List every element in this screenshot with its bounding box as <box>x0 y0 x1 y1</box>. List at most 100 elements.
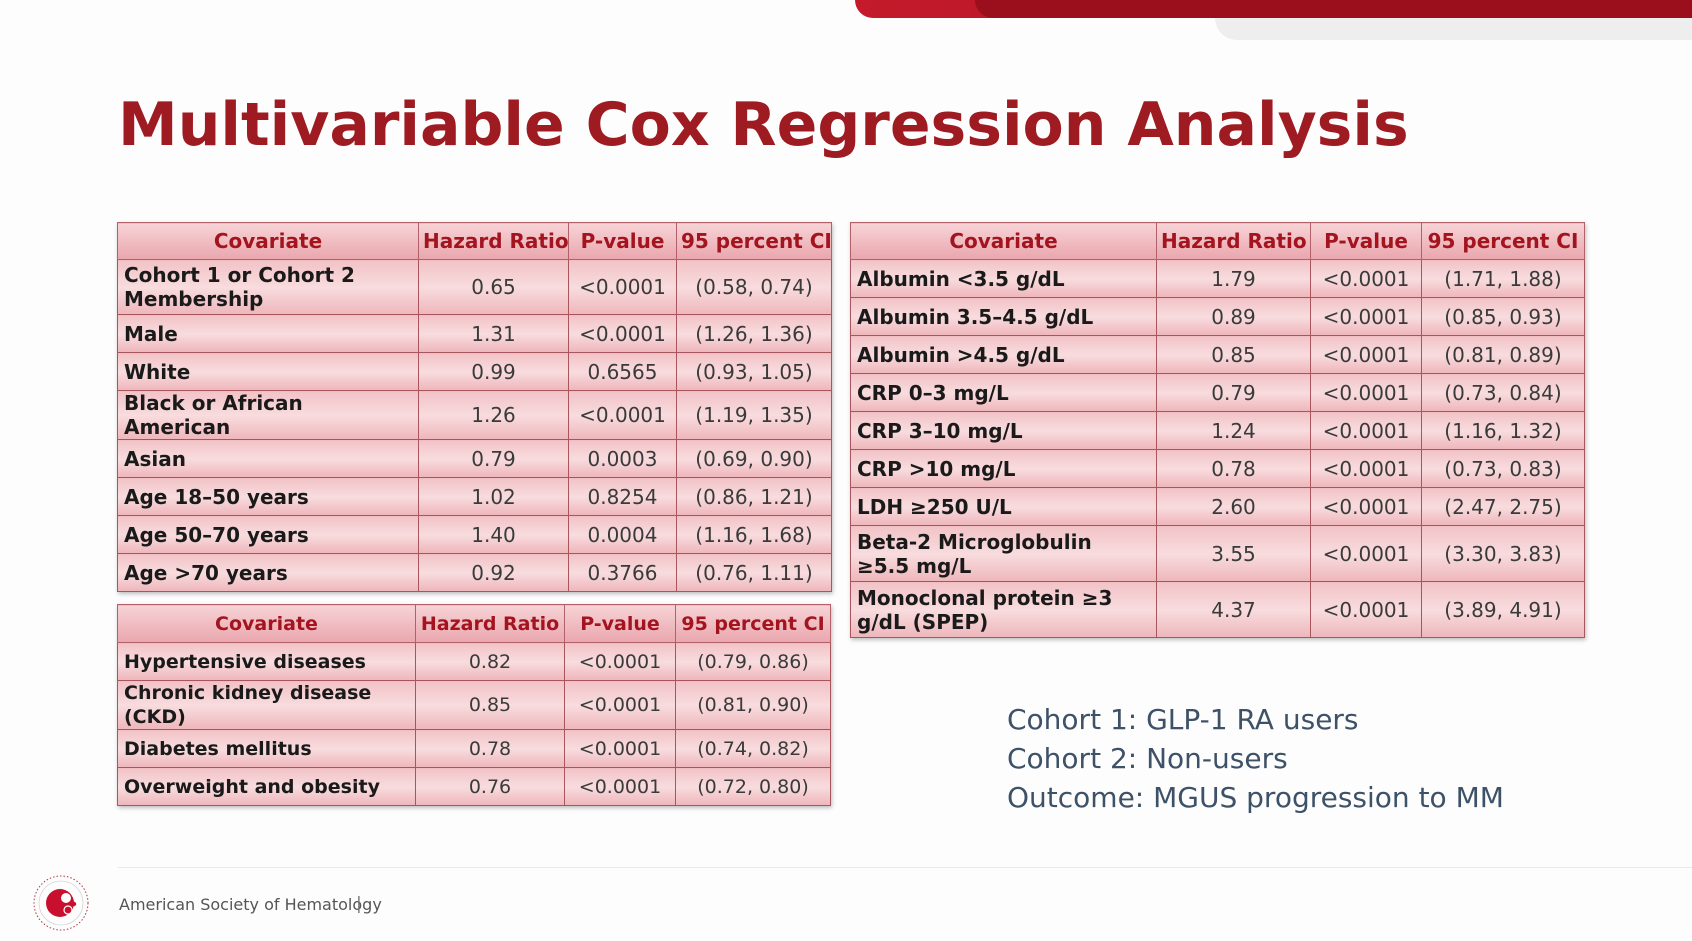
ci-cell: (1.16, 1.68) <box>676 515 832 554</box>
table-row: Beta-2 Microglobulin ≥5.5 mg/L 3.55 <0.0… <box>850 525 1585 582</box>
covariate-cell: Beta-2 Microglobulin ≥5.5 mg/L <box>850 525 1157 582</box>
p-value-cell: 0.0003 <box>568 439 677 478</box>
covariate-cell: Albumin 3.5–4.5 g/dL <box>850 297 1157 336</box>
ci-cell: (0.81, 0.90) <box>675 680 831 730</box>
hazard-ratio-cell: 1.40 <box>418 515 569 554</box>
ci-cell: (0.81, 0.89) <box>1421 335 1585 374</box>
p-value-cell: <0.0001 <box>1310 373 1422 412</box>
ci-cell: (0.76, 1.11) <box>676 553 832 592</box>
p-value-cell: 0.0004 <box>568 515 677 554</box>
p-value-cell: <0.0001 <box>564 729 676 768</box>
covariate-cell: Age 50–70 years <box>117 515 419 554</box>
p-value-cell: <0.0001 <box>568 314 677 353</box>
covariate-cell: Albumin <3.5 g/dL <box>850 259 1157 298</box>
table-row: Diabetes mellitus 0.78 <0.0001 (0.74, 0.… <box>117 729 831 768</box>
p-value-cell: 0.8254 <box>568 477 677 516</box>
table-header-row: Covariate Hazard Ratio P-value 95 percen… <box>117 604 831 643</box>
hazard-ratio-cell: 1.79 <box>1156 259 1311 298</box>
table-row: Cohort 1 or Cohort 2 Membership 0.65 <0.… <box>117 259 832 315</box>
p-value-cell: <0.0001 <box>564 767 676 806</box>
table-row: Male 1.31 <0.0001 (1.26, 1.36) <box>117 314 832 353</box>
ci-cell: (0.58, 0.74) <box>676 259 832 315</box>
hazard-ratio-cell: 1.31 <box>418 314 569 353</box>
footer-divider <box>118 867 1692 868</box>
table-header-row: Covariate Hazard Ratio P-value 95 percen… <box>117 222 832 260</box>
hazard-ratio-cell: 2.60 <box>1156 487 1311 526</box>
top-accent-bar-dark <box>975 0 1692 18</box>
hazard-ratio-cell: 0.79 <box>1156 373 1311 412</box>
covariate-cell: Age 18–50 years <box>117 477 419 516</box>
hazard-ratio-cell: 1.24 <box>1156 411 1311 450</box>
p-value-cell: <0.0001 <box>1310 487 1422 526</box>
covariate-cell: Chronic kidney disease (CKD) <box>117 680 416 730</box>
covariate-cell: Age >70 years <box>117 553 419 592</box>
p-value-cell: <0.0001 <box>564 680 676 730</box>
table-row: Overweight and obesity 0.76 <0.0001 (0.7… <box>117 767 831 806</box>
table-row: Albumin >4.5 g/dL 0.85 <0.0001 (0.81, 0.… <box>850 335 1585 374</box>
covariate-cell: Diabetes mellitus <box>117 729 416 768</box>
hazard-ratio-cell: 0.99 <box>418 352 569 391</box>
covariate-cell: LDH ≥250 U/L <box>850 487 1157 526</box>
hazard-ratio-cell: 0.78 <box>1156 449 1311 488</box>
ci-cell: (0.72, 0.80) <box>675 767 831 806</box>
hazard-ratio-cell: 0.82 <box>415 642 565 681</box>
header-ci: 95 percent CI <box>1421 222 1585 260</box>
p-value-cell: 0.3766 <box>568 553 677 592</box>
table-row: Black or African American 1.26 <0.0001 (… <box>117 390 832 440</box>
hazard-ratio-cell: 1.26 <box>418 390 569 440</box>
table-row: Age 50–70 years 1.40 0.0004 (1.16, 1.68) <box>117 515 832 554</box>
p-value-cell: <0.0001 <box>1310 297 1422 336</box>
covariate-cell: Albumin >4.5 g/dL <box>850 335 1157 374</box>
hazard-ratio-cell: 4.37 <box>1156 581 1311 638</box>
note-cohort-1: Cohort 1: GLP-1 RA users <box>1007 703 1359 736</box>
table-row: Hypertensive diseases 0.82 <0.0001 (0.79… <box>117 642 831 681</box>
covariate-cell: Asian <box>117 439 419 478</box>
hazard-ratio-cell: 0.92 <box>418 553 569 592</box>
ci-cell: (1.71, 1.88) <box>1421 259 1585 298</box>
hazard-ratio-cell: 0.76 <box>415 767 565 806</box>
ci-cell: (3.30, 3.83) <box>1421 525 1585 582</box>
ci-cell: (1.16, 1.32) <box>1421 411 1585 450</box>
p-value-cell: <0.0001 <box>568 390 677 440</box>
ash-logo-icon <box>33 875 89 931</box>
note-cohort-2: Cohort 2: Non-users <box>1007 742 1288 775</box>
header-covariate: Covariate <box>117 604 416 643</box>
hazard-ratio-cell: 1.02 <box>418 477 569 516</box>
table-row: Albumin <3.5 g/dL 1.79 <0.0001 (1.71, 1.… <box>850 259 1585 298</box>
p-value-cell: <0.0001 <box>564 642 676 681</box>
table-row: Monoclonal protein ≥3 g/dL (SPEP) 4.37 <… <box>850 581 1585 638</box>
covariate-cell: Hypertensive diseases <box>117 642 416 681</box>
footer-separator: | <box>356 894 362 914</box>
covariate-cell: Overweight and obesity <box>117 767 416 806</box>
comorbidities-table: Covariate Hazard Ratio P-value 95 percen… <box>117 604 831 806</box>
header-p-value: P-value <box>564 604 676 643</box>
covariate-cell: CRP 3–10 mg/L <box>850 411 1157 450</box>
table-row: CRP 3–10 mg/L 1.24 <0.0001 (1.16, 1.32) <box>850 411 1585 450</box>
table-row: Albumin 3.5–4.5 g/dL 0.89 <0.0001 (0.85,… <box>850 297 1585 336</box>
p-value-cell: <0.0001 <box>1310 259 1422 298</box>
table-row: CRP 0–3 mg/L 0.79 <0.0001 (0.73, 0.84) <box>850 373 1585 412</box>
header-ci: 95 percent CI <box>676 222 832 260</box>
p-value-cell: <0.0001 <box>1310 335 1422 374</box>
header-hazard-ratio: Hazard Ratio <box>1156 222 1311 260</box>
laboratory-table: Covariate Hazard Ratio P-value 95 percen… <box>850 222 1585 638</box>
p-value-cell: <0.0001 <box>1310 411 1422 450</box>
ci-cell: (0.79, 0.86) <box>675 642 831 681</box>
table-row: White 0.99 0.6565 (0.93, 1.05) <box>117 352 832 391</box>
cohort-notes: Cohort 1: GLP-1 RA users Cohort 2: Non-u… <box>1007 700 1504 817</box>
covariate-cell: Cohort 1 or Cohort 2 Membership <box>117 259 419 315</box>
ci-cell: (0.74, 0.82) <box>675 729 831 768</box>
covariate-cell: CRP >10 mg/L <box>850 449 1157 488</box>
table-row: Chronic kidney disease (CKD) 0.85 <0.000… <box>117 680 831 730</box>
ci-cell: (0.69, 0.90) <box>676 439 832 478</box>
ci-cell: (1.26, 1.36) <box>676 314 832 353</box>
header-hazard-ratio: Hazard Ratio <box>415 604 565 643</box>
hazard-ratio-cell: 0.79 <box>418 439 569 478</box>
ci-cell: (0.73, 0.83) <box>1421 449 1585 488</box>
ci-cell: (0.93, 1.05) <box>676 352 832 391</box>
header-covariate: Covariate <box>117 222 419 260</box>
ci-cell: (2.47, 2.75) <box>1421 487 1585 526</box>
ci-cell: (1.19, 1.35) <box>676 390 832 440</box>
header-ci: 95 percent CI <box>675 604 831 643</box>
table-row: LDH ≥250 U/L 2.60 <0.0001 (2.47, 2.75) <box>850 487 1585 526</box>
